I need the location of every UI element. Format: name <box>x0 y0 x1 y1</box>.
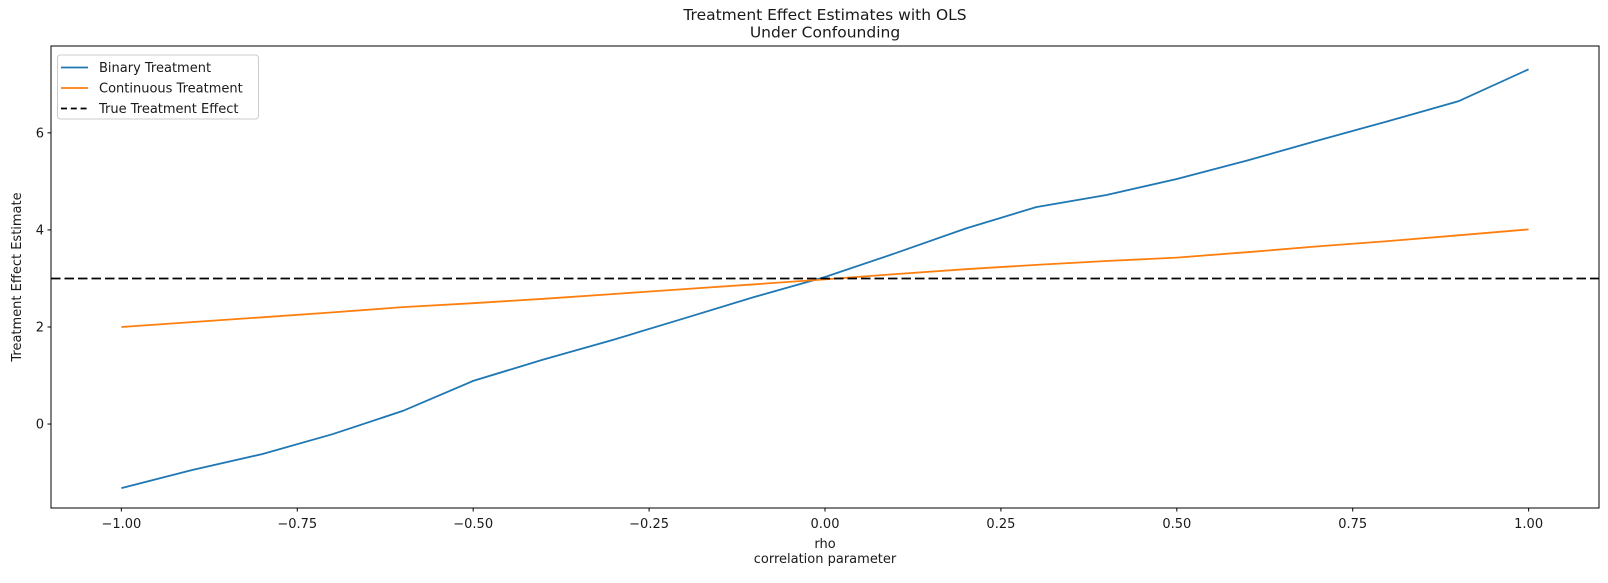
x-tick-label: −0.25 <box>629 517 669 532</box>
x-tick-label: 0.00 <box>811 517 840 532</box>
y-axis-label: Treatment Effect Estimate <box>10 192 25 362</box>
x-tick-label: −0.75 <box>277 517 317 532</box>
chart-title-line2: Under Confounding <box>750 24 900 42</box>
x-tick-label: 0.50 <box>1162 517 1191 532</box>
x-tick-label: 1.00 <box>1514 517 1543 532</box>
ticks-layer: −1.00 −0.75 −0.50 −0.25 0.00 0.25 0.50 0.75 1.00… <box>36 126 1543 532</box>
series-binary-treatment <box>121 68 1529 489</box>
x-axis-label-line2: correlation parameter <box>754 552 897 567</box>
legend-label-binary-treatment: Binary Treatment <box>99 61 211 76</box>
legend: Binary Treatment Continuous Treatment Tr… <box>57 54 259 120</box>
x-tick-label: −0.50 <box>453 517 493 532</box>
legend-label-continuous-treatment: Continuous Treatment <box>99 82 243 97</box>
x-tick-label: −1.00 <box>101 517 141 532</box>
x-tick-label: 0.75 <box>1338 517 1367 532</box>
series-layer <box>51 68 1599 489</box>
y-tick-label: 6 <box>36 126 44 141</box>
legend-box <box>57 54 259 120</box>
chart-title-line1: Treatment Effect Estimates with OLS <box>682 6 966 24</box>
y-tick-label: 4 <box>36 223 44 238</box>
y-tick-label: 0 <box>36 418 44 433</box>
x-axis-label-line1: rho <box>814 537 835 552</box>
x-tick-label: 0.25 <box>986 517 1015 532</box>
y-tick-label: 2 <box>36 320 44 335</box>
legend-label-true-treatment-effect: True Treatment Effect <box>98 102 238 117</box>
